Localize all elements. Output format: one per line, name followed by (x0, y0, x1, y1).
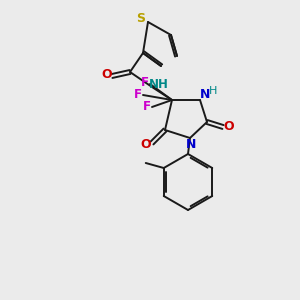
Text: F: F (143, 100, 151, 112)
Text: H: H (209, 86, 217, 96)
Text: F: F (134, 88, 142, 101)
Text: O: O (141, 137, 151, 151)
Text: S: S (136, 13, 146, 26)
Text: F: F (141, 76, 149, 89)
Text: O: O (102, 68, 112, 80)
Text: N: N (186, 139, 196, 152)
Text: N: N (200, 88, 210, 101)
Text: NH: NH (149, 79, 169, 92)
Text: O: O (224, 119, 234, 133)
